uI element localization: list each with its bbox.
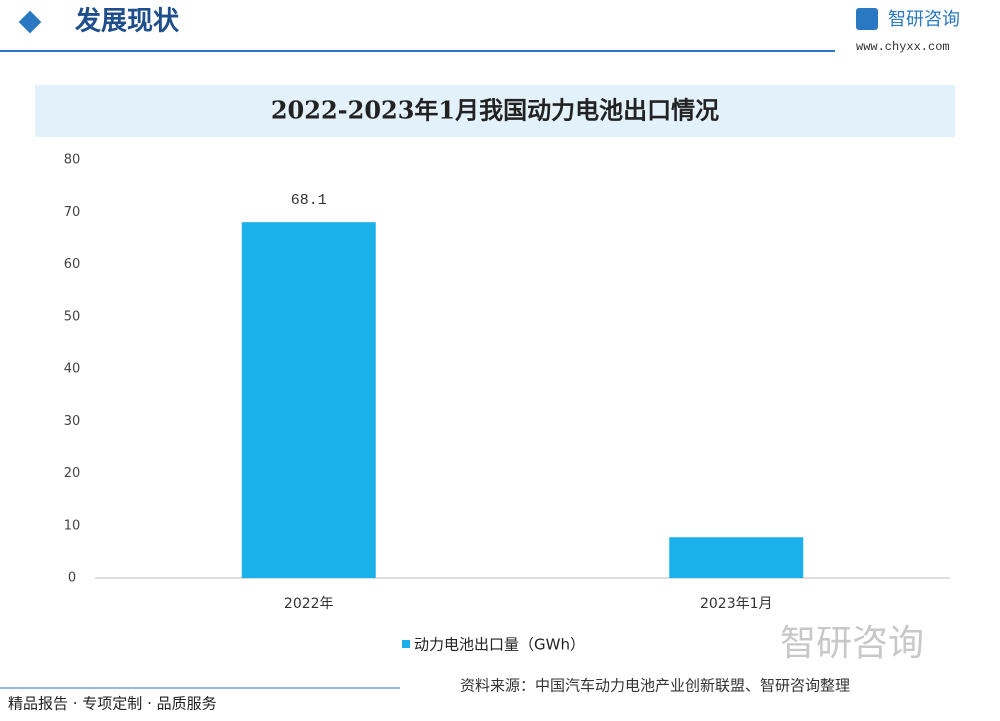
- x-tick-label: 2022年: [284, 596, 334, 612]
- y-tick-label: 30: [64, 414, 81, 429]
- bar: [241, 222, 376, 579]
- y-tick-label: 10: [64, 518, 81, 533]
- x-tick-label: 2023年1月: [700, 596, 773, 612]
- chart-title: 2022-2023年1月我国动力电池出口情况: [271, 96, 719, 125]
- legend-label: 动力电池出口量（GWh）: [414, 636, 585, 654]
- legend-swatch: [402, 640, 410, 648]
- header-icon: [18, 10, 42, 34]
- logo-icon: [856, 8, 878, 30]
- y-tick-label: 80: [64, 153, 81, 168]
- title-band: [35, 85, 955, 137]
- source-note: 资料来源：中国汽车动力电池产业创新联盟、智研咨询整理: [460, 677, 850, 695]
- y-tick-label: 0: [68, 571, 76, 586]
- watermark-logo: 智研咨询: [780, 623, 924, 664]
- bar: [669, 537, 804, 578]
- y-tick-label: 50: [64, 309, 81, 324]
- data-label: 68.1: [291, 192, 327, 209]
- header-title: 发展现状: [74, 6, 180, 37]
- footer-slogan: 精品报告 · 专项定制 · 品质服务: [8, 695, 217, 713]
- y-tick-label: 40: [64, 362, 81, 377]
- header-url: www.chyxx.com: [856, 40, 950, 54]
- y-tick-label: 60: [64, 257, 81, 272]
- header-logo: 智研咨询: [888, 9, 960, 30]
- y-tick-label: 20: [64, 466, 81, 481]
- y-tick-label: 70: [64, 205, 81, 220]
